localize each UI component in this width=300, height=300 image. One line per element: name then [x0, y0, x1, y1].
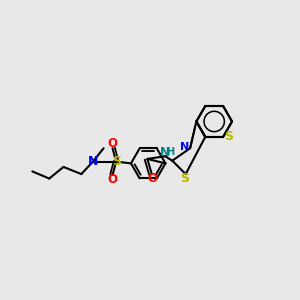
Text: O: O — [108, 173, 118, 186]
Text: N: N — [88, 155, 98, 168]
Text: S: S — [225, 130, 234, 143]
Text: H: H — [166, 147, 174, 158]
Text: N: N — [180, 142, 190, 152]
Text: S: S — [181, 172, 190, 185]
Text: S: S — [112, 155, 121, 168]
Text: O: O — [108, 137, 118, 150]
Text: O: O — [147, 172, 158, 185]
Text: N: N — [160, 146, 170, 159]
